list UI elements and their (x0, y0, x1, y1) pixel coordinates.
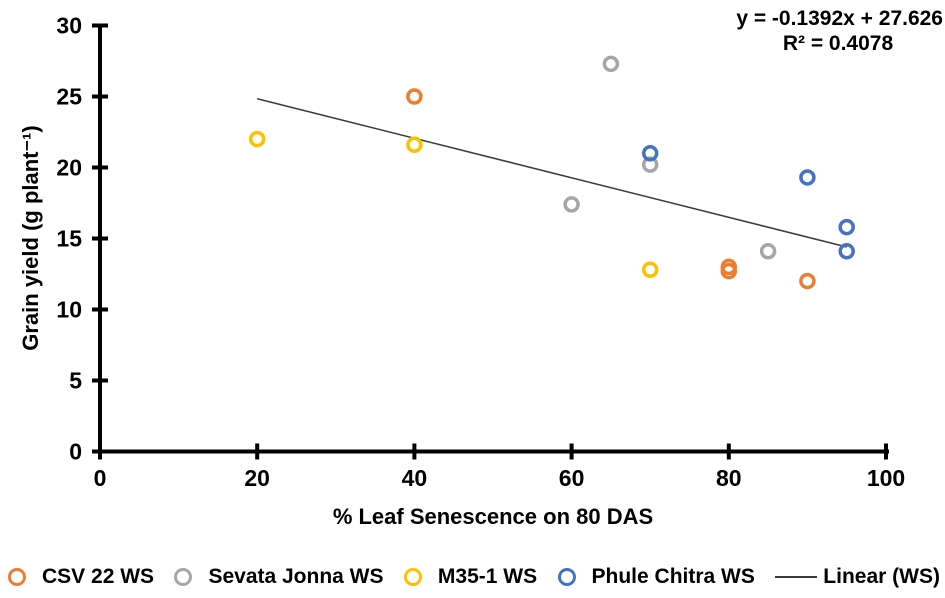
legend-marker-icon (174, 568, 193, 586)
data-point-sevata-jonna-ws (602, 55, 620, 73)
ticks-layer (92, 23, 888, 460)
y-tick-label: 5 (69, 368, 82, 394)
data-point-sevata-jonna-ws (563, 196, 580, 213)
legend-marker-icon (8, 568, 26, 586)
data-point-sevata-jonna-ws (759, 243, 777, 260)
legend-label: M35-1 WS (437, 565, 538, 588)
trendline-equation: y = -0.1392x + 27.626 (736, 7, 943, 30)
x-tick-label: 100 (867, 465, 905, 491)
y-tick-label: 30 (56, 13, 82, 39)
legend-item-m35-1-ws: M35-1 WS (403, 565, 538, 589)
x-tick-label: 60 (559, 465, 585, 491)
data-point-phule-chitra-ws (838, 243, 855, 260)
legend-item-sevata-jonna-ws: Sevata Jonna WS (174, 565, 384, 589)
y-tick-label: 0 (69, 439, 82, 465)
y-tick-label: 10 (56, 297, 82, 323)
data-points-layer (248, 55, 855, 290)
y-tick-label: 25 (56, 84, 82, 110)
data-point-phule-chitra-ws (641, 145, 659, 162)
y-tick-label: 15 (56, 226, 82, 252)
trendline-layer (257, 98, 847, 248)
x-tick-label: 80 (716, 465, 742, 491)
x-axis-title: % Leaf Senescence on 80 DAS (333, 504, 653, 529)
data-point-csv-22-ws (406, 88, 423, 105)
x-tick-label: 20 (244, 465, 270, 491)
legend-label: Sevata Jonna WS (208, 565, 384, 588)
data-point-csv-22-ws (720, 262, 738, 280)
legend: CSV 22 WS Sevata Jonna WS M35-1 WS Phule Ch… (8, 562, 940, 592)
plot-area: 0 5 10 15 20 25 30 0 20 40 60 80 100 y = -0.1392x + … (18, 7, 943, 529)
legend-label: CSV 22 WS (42, 565, 155, 588)
legend-label: Linear (WS) (823, 565, 940, 588)
x-tick-label: 40 (402, 465, 428, 491)
legend-marker-icon (557, 568, 576, 586)
legend-line-icon (775, 576, 818, 578)
y-axis-title: Grain yield (g plant⁻¹) (18, 125, 43, 351)
data-point-phule-chitra-ws (838, 218, 855, 236)
legend-marker-icon (403, 568, 422, 586)
axes-layer (98, 23, 889, 454)
legend-label: Phule Chitra WS (591, 565, 755, 588)
legend-item-linear-ws-: Linear (WS) (775, 565, 940, 589)
data-point-csv-22-ws (799, 272, 816, 290)
r-squared-value: R² = 0.4078 (783, 32, 894, 55)
data-point-m35-1-ws (406, 136, 423, 154)
legend-item-csv-22-ws: CSV 22 WS (8, 565, 154, 589)
y-tick-label: 20 (56, 155, 82, 181)
data-point-m35-1-ws (641, 261, 659, 278)
data-point-m35-1-ws (248, 130, 266, 148)
tick-labels-layer: 0 5 10 15 20 25 30 0 20 40 60 80 100 (56, 13, 905, 491)
trendline (257, 98, 847, 248)
data-point-phule-chitra-ws (799, 169, 816, 186)
x-tick-label: 0 (94, 465, 107, 491)
legend-item-phule-chitra-ws: Phule Chitra WS (557, 565, 755, 589)
